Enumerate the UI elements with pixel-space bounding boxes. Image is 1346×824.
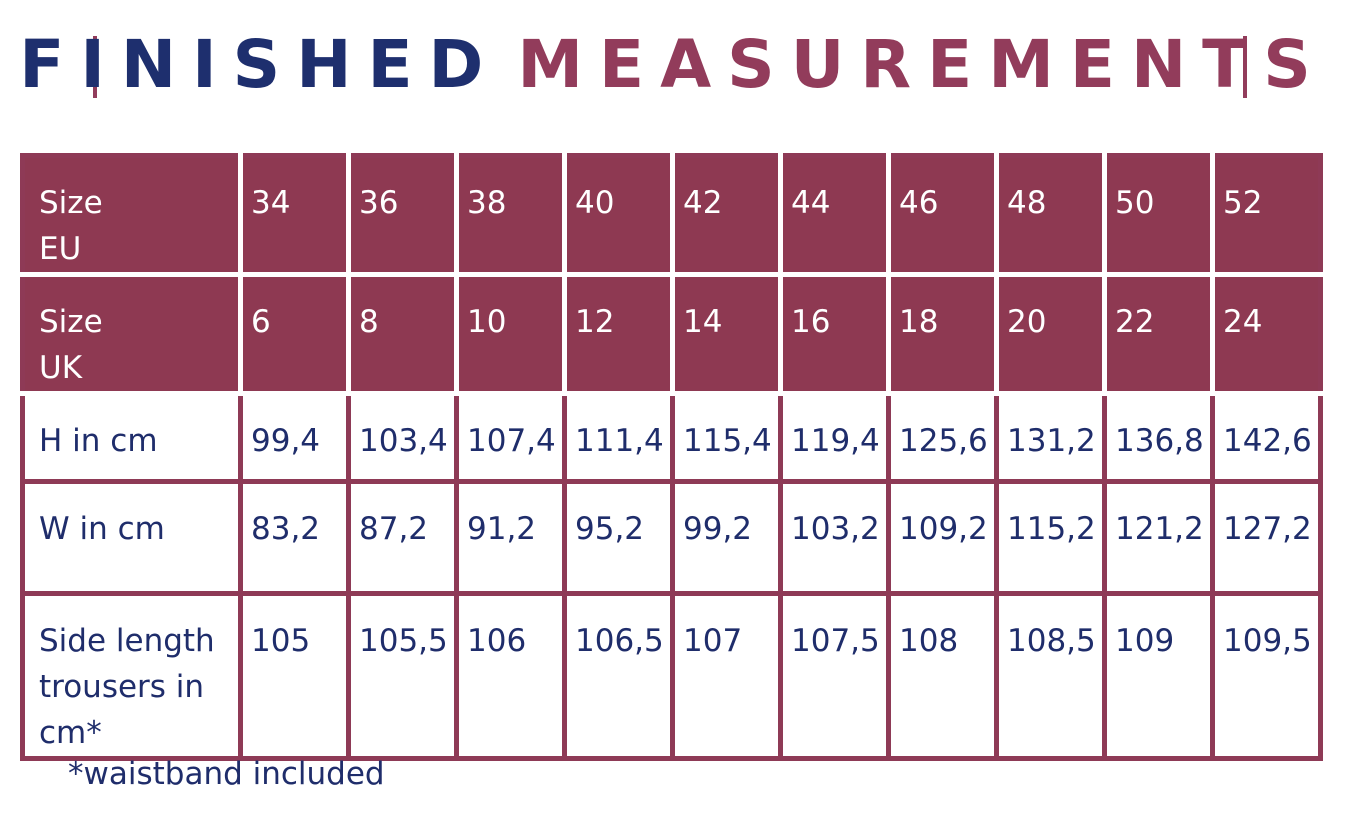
- table-row: Size UK 6 8 10 12 14 16 18 20 22 24: [20, 272, 1323, 396]
- cell: 107: [670, 591, 783, 761]
- title-part: MEASUREMENTS: [517, 26, 1327, 103]
- cell: 8: [346, 272, 459, 396]
- cell: 36: [346, 153, 459, 277]
- cell: 83,2: [238, 479, 351, 596]
- cell: 38: [454, 153, 567, 277]
- cell: 121,2: [1102, 479, 1215, 596]
- cell: 106: [454, 591, 567, 761]
- cell: 109,2: [886, 479, 999, 596]
- cell: 48: [994, 153, 1107, 277]
- cell: 22: [1102, 272, 1215, 396]
- cell: 12: [562, 272, 675, 396]
- cell: 42: [670, 153, 783, 277]
- cell: 6: [238, 272, 351, 396]
- size-table: Size EU 34 36 38 40 42 44 46 48 50 52 Size UK 6 8 10 12…: [20, 153, 1323, 761]
- title-bar: [93, 36, 97, 98]
- cell: 111,4: [562, 391, 675, 484]
- cell: 20: [994, 272, 1107, 396]
- cell: 109,5: [1210, 591, 1323, 761]
- cell: 10: [454, 272, 567, 396]
- cell: 119,4: [778, 391, 891, 484]
- table-row: W in cm 83,2 87,2 91,2 95,2 99,2 103,2 109,2 115…: [20, 479, 1323, 596]
- cell: 24: [1210, 272, 1323, 396]
- cell: 115,4: [670, 391, 783, 484]
- cell: 107,5: [778, 591, 891, 761]
- cell: 131,2: [994, 391, 1107, 484]
- cell: 103,2: [778, 479, 891, 596]
- cell: 16: [778, 272, 891, 396]
- cell: 99,2: [670, 479, 783, 596]
- cell: 108: [886, 591, 999, 761]
- cell: 125,6: [886, 391, 999, 484]
- title-part: FINISHED: [19, 26, 500, 103]
- cell: 87,2: [346, 479, 459, 596]
- table-row: Side length trousers in cm* 105 105,5 106 10…: [20, 591, 1323, 761]
- cell: 14: [670, 272, 783, 396]
- cell: 44: [778, 153, 891, 277]
- cell: 99,4: [238, 391, 351, 484]
- row-label: Size UK: [20, 272, 243, 396]
- row-label: Side length trousers in cm*: [20, 591, 243, 761]
- cell: 105,5: [346, 591, 459, 761]
- table-row: Size EU 34 36 38 40 42 44 46 48 50 52: [20, 153, 1323, 277]
- cell: 136,8: [1102, 391, 1215, 484]
- row-label: Size EU: [20, 153, 243, 277]
- cell: 46: [886, 153, 999, 277]
- cell: 105: [238, 591, 351, 761]
- cell: 107,4: [454, 391, 567, 484]
- cell: 109: [1102, 591, 1215, 761]
- cell: 52: [1210, 153, 1323, 277]
- title: FINISHED MEASUREMENTS: [0, 26, 1346, 103]
- cell: 115,2: [994, 479, 1107, 596]
- cell: 40: [562, 153, 675, 277]
- cell: 34: [238, 153, 351, 277]
- cell: 18: [886, 272, 999, 396]
- cell: 95,2: [562, 479, 675, 596]
- footnote: *waistband included: [68, 756, 385, 792]
- cell: 127,2: [1210, 479, 1323, 596]
- cell: 103,4: [346, 391, 459, 484]
- cell: 91,2: [454, 479, 567, 596]
- cell: 50: [1102, 153, 1215, 277]
- cell: 142,6: [1210, 391, 1323, 484]
- cell: 108,5: [994, 591, 1107, 761]
- cell: 106,5: [562, 591, 675, 761]
- title-bar: [1243, 36, 1247, 98]
- row-label: W in cm: [20, 479, 243, 596]
- row-label: H in cm: [20, 391, 243, 484]
- table-row: H in cm 99,4 103,4 107,4 111,4 115,4 119,4 125,…: [20, 391, 1323, 484]
